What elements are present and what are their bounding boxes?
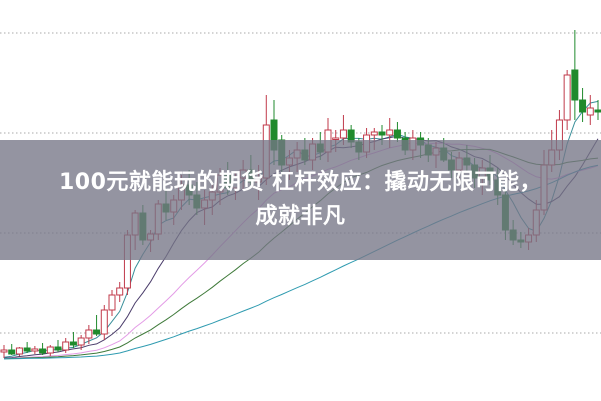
- candle-body: [116, 287, 124, 296]
- candle-body: [571, 69, 579, 101]
- candle-body: [378, 131, 386, 136]
- candle-body: [23, 347, 31, 352]
- candle-body: [370, 131, 378, 136]
- candle-body: [15, 347, 23, 355]
- candle-body: [85, 329, 93, 339]
- candle-body: [0, 349, 8, 353]
- candle-body: [39, 348, 47, 354]
- candle-body: [563, 74, 571, 121]
- candle-body: [100, 309, 108, 335]
- candle-body: [393, 129, 401, 139]
- candle-body: [594, 109, 601, 113]
- candle-body: [386, 129, 394, 136]
- candle-body: [54, 346, 62, 351]
- headline-line-2: 成就非凡: [255, 204, 346, 229]
- candle-body: [8, 349, 16, 355]
- candle-body: [332, 137, 340, 140]
- candle-body: [62, 341, 70, 351]
- headline-line-1: 100元就能玩的期货 杠杆效应：撬动无限可能，: [58, 170, 543, 195]
- candle-body: [69, 341, 77, 346]
- candle-body: [46, 346, 54, 354]
- candle-body: [586, 107, 594, 116]
- candle-body: [339, 129, 347, 139]
- candle-body: [31, 348, 39, 352]
- candle-body: [108, 294, 116, 311]
- headline-banner: 100元就能玩的期货 杠杆效应：撬动无限可能， 成就非凡: [0, 140, 601, 260]
- candle-body: [93, 329, 101, 335]
- candle-body: [579, 99, 587, 113]
- candle-body: [77, 337, 85, 346]
